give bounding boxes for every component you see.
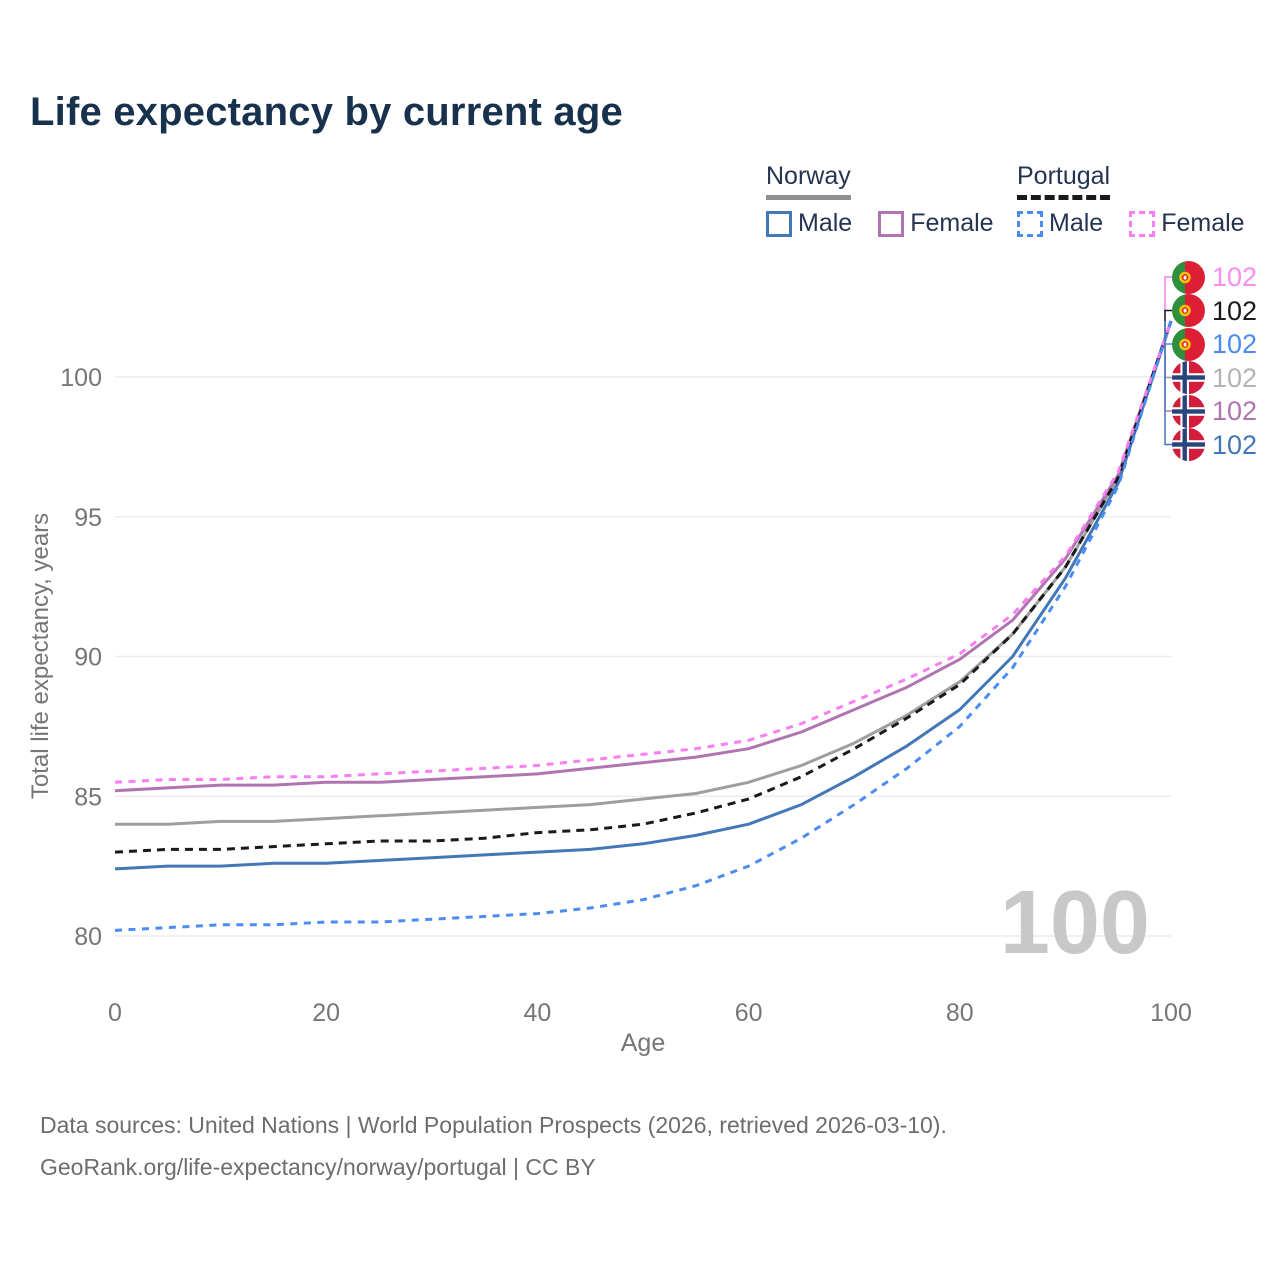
legend-label-norway-male: Male <box>798 209 853 237</box>
portugal-flag-icon <box>1172 327 1205 361</box>
legend-item-portugal-female[interactable]: Female <box>1129 209 1245 238</box>
series-line-norway-female[interactable] <box>114 320 1173 793</box>
x-tick-label-40: 40 <box>523 999 551 1027</box>
x-tick-label-0: 0 <box>108 999 122 1027</box>
norway-flag-icon <box>1172 394 1205 428</box>
end-label-row-portugal-male: 102 <box>1172 327 1257 361</box>
series-line-norway-male[interactable] <box>114 320 1173 871</box>
legend-label-portugal-male: Male <box>1049 209 1104 237</box>
legend-items-portugal: Male Female <box>1017 209 1245 238</box>
y-axis-title: Total life expectancy, years <box>27 513 54 799</box>
y-tick-label-90: 90 <box>74 644 102 672</box>
legend-label-norway-female: Female <box>910 209 994 237</box>
end-label-row-portugal-both: 102 <box>1172 294 1257 328</box>
end-label-value: 102 <box>1212 362 1258 393</box>
end-label-row-portugal-female: 102 <box>1172 260 1257 294</box>
age-watermark: 100 <box>1000 873 1150 973</box>
legend-group-norway: Norway Male Female <box>766 162 994 238</box>
page-title: Life expectancy by current age <box>30 90 623 134</box>
norway-male-swatch <box>766 210 792 237</box>
norway-female-swatch <box>878 210 905 237</box>
legend-country-portugal[interactable]: Portugal <box>1017 162 1111 200</box>
attribution-text: GeoRank.org/life-expectancy/norway/portu… <box>40 1154 596 1180</box>
portugal-female-swatch <box>1129 210 1156 237</box>
end-label-value: 102 <box>1212 262 1258 292</box>
x-axis-title: Age <box>621 1029 665 1057</box>
legend-label-portugal-female: Female <box>1161 209 1245 237</box>
x-tick-label-80: 80 <box>946 999 974 1027</box>
end-label-row-norway-both: 102 <box>1172 361 1257 395</box>
end-label-value: 102 <box>1212 396 1258 426</box>
end-label-row-norway-female: 102 <box>1172 394 1257 428</box>
legend-item-norway-male[interactable]: Male <box>766 209 852 238</box>
end-label-value: 102 <box>1212 329 1258 359</box>
series-line-portugal-male[interactable] <box>114 320 1173 932</box>
end-label-leader-portugal-female <box>1164 276 1172 322</box>
series-line-portugal-female[interactable] <box>114 320 1173 784</box>
portugal-male-swatch <box>1017 210 1043 237</box>
legend-item-norway-female[interactable]: Female <box>878 209 994 238</box>
legend-country-norway[interactable]: Norway <box>766 162 851 200</box>
end-label-row-norway-male: 102 <box>1172 428 1257 462</box>
legend-item-portugal-male[interactable]: Male <box>1017 209 1103 238</box>
x-tick-label-100: 100 <box>1150 999 1192 1027</box>
end-label-leader-norway-male <box>1164 321 1172 446</box>
end-label-value: 102 <box>1212 295 1258 326</box>
y-tick-label-95: 95 <box>74 504 102 532</box>
series-line-portugal-both[interactable] <box>114 320 1173 854</box>
y-tick-label-100: 100 <box>60 364 102 392</box>
x-tick-label-60: 60 <box>735 999 763 1027</box>
data-sources-text: Data sources: United Nations | World Pop… <box>40 1112 947 1138</box>
x-tick-label-20: 20 <box>312 999 340 1027</box>
legend-items-norway: Male Female <box>766 209 994 238</box>
footer: Data sources: United Nations | World Pop… <box>40 1104 947 1188</box>
end-label-value: 102 <box>1212 429 1258 460</box>
portugal-flag-icon <box>1172 260 1205 294</box>
y-tick-label-85: 85 <box>74 783 102 811</box>
end-label-leader-portugal-both <box>1164 309 1172 322</box>
legend-group-portugal: Portugal Male Female <box>1017 162 1245 238</box>
norway-flag-icon <box>1172 361 1205 394</box>
y-tick-label-80: 80 <box>74 923 102 951</box>
portugal-flag-icon <box>1172 294 1205 327</box>
norway-flag-icon <box>1172 428 1205 461</box>
series-line-norway-both[interactable] <box>115 320 1173 826</box>
